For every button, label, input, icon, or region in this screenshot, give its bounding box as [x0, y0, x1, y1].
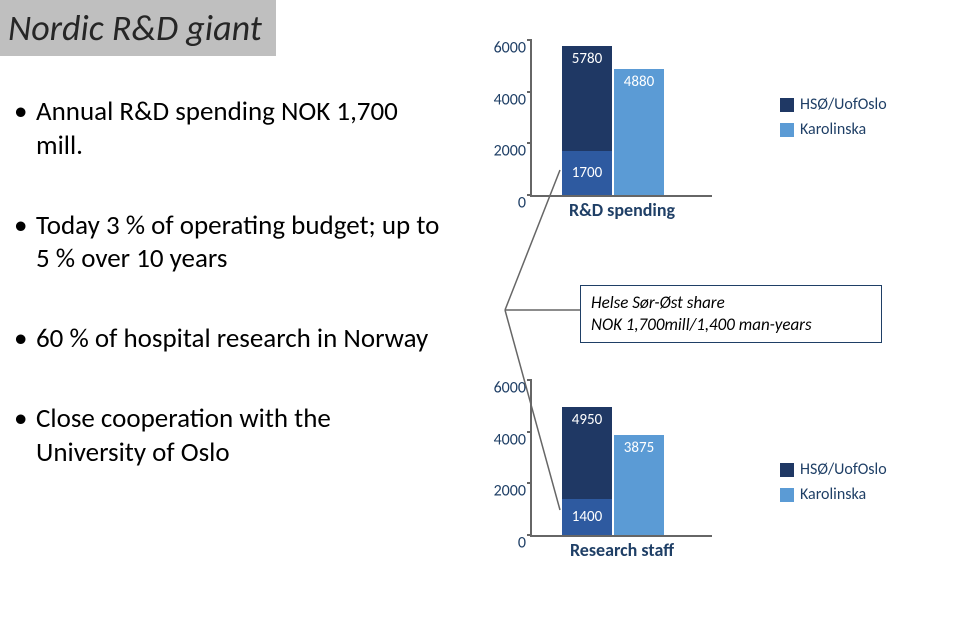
connector-lines	[0, 0, 960, 631]
